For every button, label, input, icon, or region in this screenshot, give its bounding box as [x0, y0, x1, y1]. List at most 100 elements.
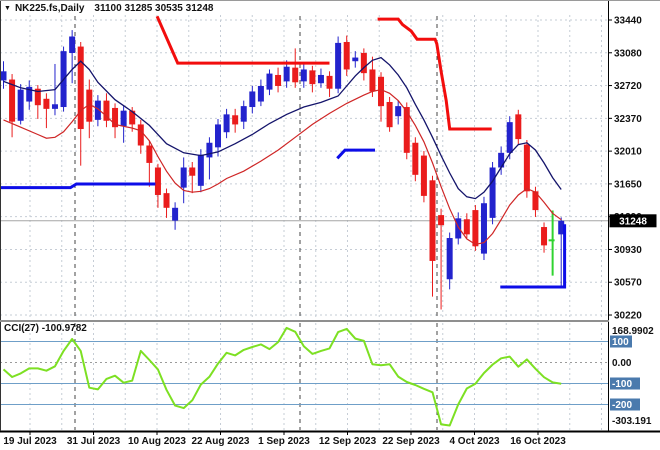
candle-body: [412, 142, 419, 175]
cci-label-text: CCI(27) -100.9782: [4, 323, 87, 334]
candle-body: [317, 74, 324, 84]
price-label: 30930: [614, 245, 642, 256]
candle-body: [232, 115, 239, 125]
candle-body: [343, 41, 350, 70]
trend-blue-segment: [500, 224, 567, 289]
candle-body: [360, 52, 367, 74]
candle-body: [489, 167, 496, 218]
symbol-dropdown-icon[interactable]: ▼: [4, 5, 11, 12]
date-label: 22 Sep 2023: [382, 436, 440, 447]
trend-red-segment: [155, 15, 330, 65]
candle-body: [172, 207, 179, 221]
candle-body: [43, 98, 50, 109]
panel-divider[interactable]: [0, 320, 609, 322]
cci-line: [2, 326, 562, 427]
candle-body: [463, 219, 470, 235]
cci-level-tag: [610, 377, 640, 390]
date-label: 16 Oct 2023: [510, 436, 566, 447]
candle-body: [403, 107, 410, 153]
cci-scale-min-label: -303.191: [612, 416, 652, 427]
candle-body: [300, 69, 307, 82]
candle-body: [523, 144, 530, 192]
date-label: 10 Aug 2023: [128, 436, 186, 447]
time-axis[interactable]: 19 Jul 2023 31 Jul 2023 10 Aug 2023 22 Aug …: [0, 430, 660, 447]
current-price-tag-label: 31248: [619, 216, 647, 227]
candle-body: [395, 106, 402, 117]
candle-body: [386, 101, 393, 128]
candle-body: [223, 114, 230, 133]
ohlc-values: 31100 31285 30535 31248: [94, 3, 214, 14]
candle-body: [103, 100, 110, 121]
price-label: 30220: [614, 311, 642, 322]
candle-body: [9, 79, 16, 122]
candle-body: [335, 42, 342, 89]
candle-body: [215, 124, 221, 148]
candle-body: [498, 152, 505, 168]
cci-level-tag-label: -200: [612, 400, 632, 411]
candle-body: [240, 106, 247, 122]
candle-body: [266, 73, 273, 90]
candle-body: [197, 154, 204, 186]
candle-body: [189, 167, 196, 176]
ma-fast-line: [3, 56, 562, 200]
candle-body: [541, 227, 548, 246]
candle-body: [51, 104, 58, 109]
candle-body: [180, 167, 187, 188]
candle-body: [455, 218, 462, 239]
candle-body: [206, 142, 213, 158]
cci-panel: [0, 326, 608, 427]
candle-body: [283, 66, 290, 82]
date-label: 22 Aug 2023: [192, 436, 250, 447]
candle-body: [146, 145, 153, 163]
cci-level-tag: [610, 335, 632, 348]
main-panel: [0, 15, 608, 310]
cci-level-tag-label: 100: [612, 337, 629, 348]
candles: [0, 30, 565, 310]
candle-body: [326, 75, 333, 89]
candle-body: [0, 71, 7, 81]
candle-body: [292, 67, 299, 83]
symbol-period-label: NK225.fs,Daily: [14, 3, 85, 14]
date-label: 4 Oct 2023: [449, 436, 499, 447]
candle-body: [446, 238, 453, 280]
price-axis[interactable]: 3344033080327203237032010316503129030930…: [608, 1, 657, 432]
candle-body: [515, 114, 522, 140]
candle-body: [34, 88, 41, 106]
candle-body: [352, 57, 359, 62]
date-label: 12 Sep 2023: [319, 436, 377, 447]
candle-body: [438, 215, 445, 226]
price-label: 31650: [614, 179, 642, 190]
price-label: 33440: [614, 16, 642, 27]
cci-zero-label: 0.00: [612, 358, 632, 369]
candle-body: [506, 122, 513, 153]
candle-body: [429, 180, 436, 261]
cci-scale-max-label: 168.9902: [612, 326, 654, 337]
candle-body: [378, 76, 385, 107]
candle-body: [86, 89, 93, 122]
price-label: 30570: [614, 278, 642, 289]
candle-body: [17, 89, 24, 121]
ma-slow-line: [3, 88, 562, 246]
candle-body: [257, 85, 264, 102]
candle-body: [532, 191, 539, 211]
candle-body: [369, 69, 376, 92]
cci-indicator-label: CCI(27) -100.9782: [4, 323, 87, 335]
cci-level-tag-label: -100: [612, 379, 632, 390]
candle-body: [420, 155, 427, 196]
price-label: 32010: [614, 147, 642, 158]
chart-title: ▼ NK225.fs,Daily 31100 31285 30535 31248: [4, 2, 213, 15]
price-label: 33080: [614, 48, 642, 59]
date-label: 1 Sep 2023: [258, 436, 310, 447]
candle-body: [129, 110, 136, 125]
candle-body: [309, 70, 316, 85]
cci-level-tag: [610, 398, 640, 411]
trend-blue-segment: [336, 148, 375, 160]
price-label: 32370: [614, 114, 642, 125]
candle-body: [77, 46, 84, 130]
candle-body: [249, 91, 256, 108]
candle-body: [69, 36, 76, 53]
candle-body: [275, 74, 282, 86]
price-label: 32720: [614, 81, 642, 92]
